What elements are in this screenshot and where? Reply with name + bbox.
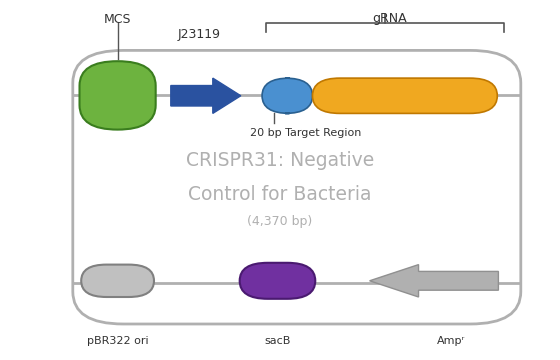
Text: MCS: MCS [104,13,132,26]
Text: Control for Bacteria: Control for Bacteria [188,185,372,204]
Polygon shape [171,78,241,113]
FancyBboxPatch shape [81,265,154,297]
FancyBboxPatch shape [80,61,156,130]
Text: 20 bp Target Region: 20 bp Target Region [250,128,361,138]
Text: J23119: J23119 [178,28,220,41]
Text: sacB: sacB [264,336,291,346]
Text: gRNA: gRNA [372,12,407,24]
Text: CRISPR31: Negative: CRISPR31: Negative [186,151,374,170]
Text: pBR322 ori: pBR322 ori [87,336,148,346]
FancyBboxPatch shape [240,263,315,299]
FancyBboxPatch shape [312,78,497,113]
Polygon shape [370,265,498,297]
Text: (4,370 bp): (4,370 bp) [248,215,312,228]
Text: Ampʳ: Ampʳ [437,336,465,346]
FancyBboxPatch shape [262,78,312,113]
